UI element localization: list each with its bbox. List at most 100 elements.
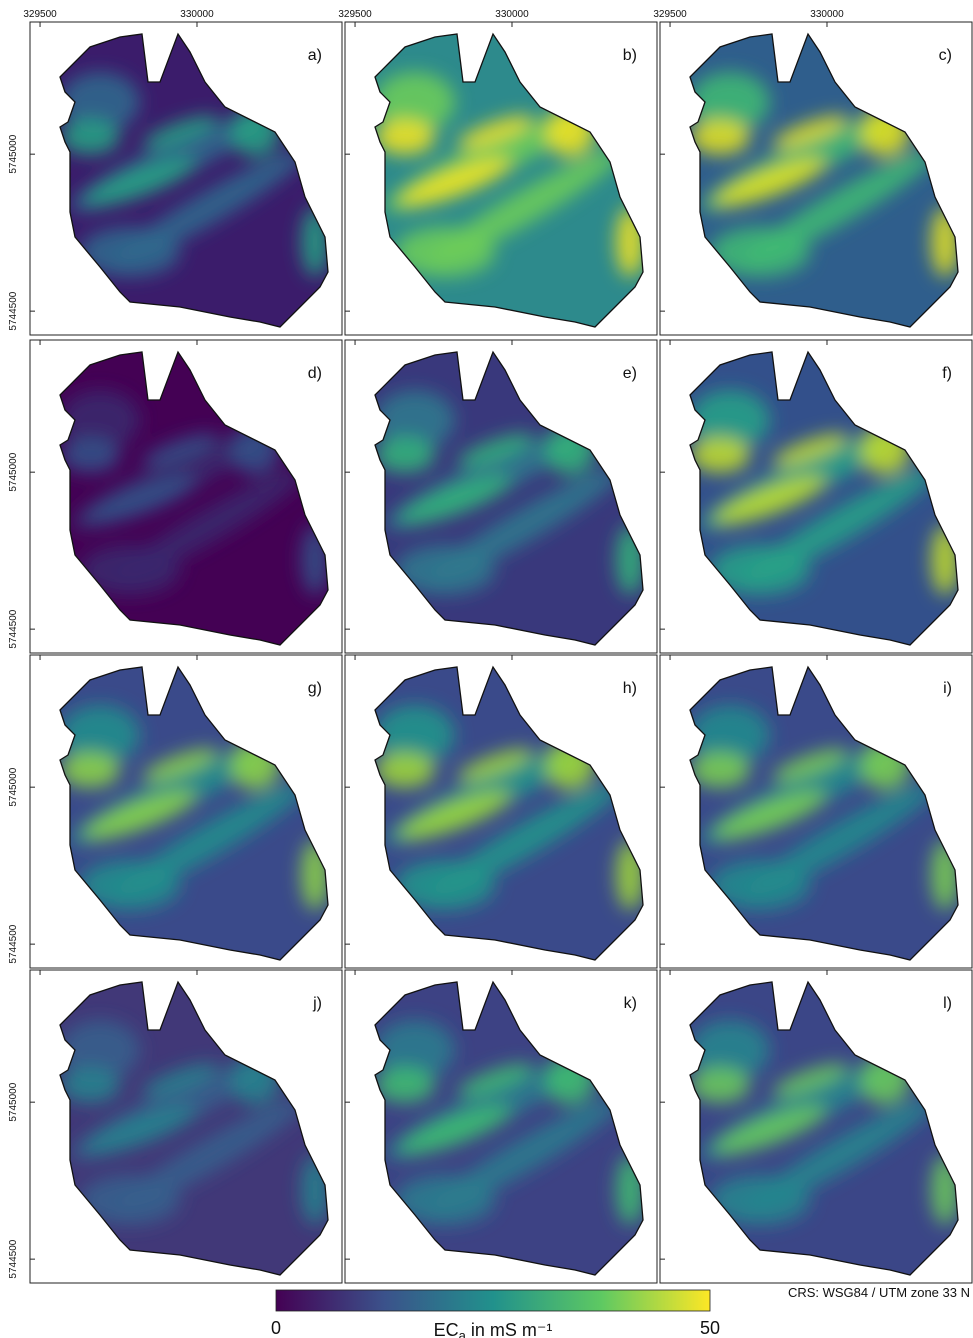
field-outline — [689, 665, 959, 961]
panel-label: k) — [624, 995, 637, 1012]
y-tick-label: 5744500 — [8, 924, 19, 963]
field-blob — [710, 227, 810, 277]
field-blob — [690, 1067, 750, 1103]
field-pattern — [690, 390, 958, 595]
colorbar-label: ECa in mS m⁻¹ — [434, 1320, 553, 1338]
x-tick-label: 330000 — [810, 9, 844, 20]
field-blob — [690, 437, 750, 473]
field-pattern — [375, 1020, 643, 1225]
map-panel: l) — [659, 969, 973, 1284]
field-blob — [690, 119, 750, 155]
field-outline — [374, 980, 644, 1276]
field-outline — [374, 350, 644, 646]
y-tick-label: 5745000 — [8, 767, 19, 806]
field-outline — [59, 32, 329, 328]
field-blob — [690, 705, 770, 765]
field-blob — [60, 390, 140, 450]
field-blob — [83, 157, 197, 207]
map-panel: e) — [344, 339, 658, 654]
field-blob — [60, 72, 140, 132]
field-blob — [713, 790, 827, 840]
panel-label: j) — [312, 995, 322, 1012]
field-blob — [83, 475, 197, 525]
x-tick-label: 329500 — [23, 9, 57, 20]
field-blob — [60, 705, 140, 765]
field-outline — [59, 980, 329, 1276]
field-pattern — [60, 1020, 328, 1225]
field-blob — [83, 1105, 197, 1155]
panel-label: c) — [939, 47, 952, 64]
field-blob — [690, 390, 770, 450]
colorbar-min: 0 — [271, 1318, 281, 1338]
panel-label: b) — [623, 47, 637, 64]
field-blob — [60, 437, 120, 473]
x-tick-label: 329500 — [653, 9, 687, 20]
y-tick-label: 5744500 — [8, 609, 19, 648]
y-tick-label: 5745000 — [8, 1082, 19, 1121]
field-outline — [374, 665, 644, 961]
field-blob — [60, 752, 120, 788]
map-panel: a) 329500 330000 5745000 5744500 — [8, 9, 343, 336]
y-tick-label: 5744500 — [8, 1239, 19, 1278]
map-panel: k) — [344, 969, 658, 1284]
panel-label: l) — [943, 995, 952, 1012]
field-blob — [142, 115, 218, 149]
field-blob — [375, 1067, 435, 1103]
field-blob — [83, 790, 197, 840]
colorbar-label-main: EC — [434, 1320, 459, 1338]
field-blob — [710, 545, 810, 595]
field-blob — [710, 1175, 810, 1225]
field-blob — [395, 227, 495, 277]
field-blob — [398, 1105, 512, 1155]
field — [690, 352, 958, 645]
field-blob — [398, 790, 512, 840]
field-outline — [689, 32, 959, 328]
map-panel: j) 5745000 5744500 — [8, 969, 343, 1284]
colorbar — [275, 1289, 711, 1312]
field-blob — [772, 1063, 848, 1097]
panel-label: d) — [308, 365, 322, 382]
field-blob — [80, 1175, 180, 1225]
colorbar-label-sub: a — [459, 1328, 467, 1338]
field-blob — [457, 115, 533, 149]
x-tick-label: 329500 — [338, 9, 372, 20]
x-tick-label: 330000 — [180, 9, 214, 20]
field-blob — [80, 860, 180, 910]
field-outline — [59, 350, 329, 646]
field-blob — [395, 1175, 495, 1225]
y-tick-label: 5744500 — [8, 291, 19, 330]
field-blob — [375, 752, 435, 788]
field-blob — [710, 860, 810, 910]
field-blob — [60, 1020, 140, 1080]
field-blob — [690, 1020, 770, 1080]
field-blob — [375, 437, 435, 473]
field-blob — [142, 433, 218, 467]
map-panel: f) — [659, 339, 973, 654]
field-outline — [374, 32, 644, 328]
panel-label: e) — [623, 365, 637, 382]
field-blob — [690, 72, 770, 132]
field-blob — [60, 1067, 120, 1103]
panel-label: f) — [942, 365, 952, 382]
map-panel: d) 5745000 5744500 — [8, 339, 343, 654]
panel-label: a) — [308, 47, 322, 64]
panel-label: i) — [943, 680, 952, 697]
field-blob — [713, 157, 827, 207]
field-blob — [142, 1063, 218, 1097]
field-pattern — [375, 390, 643, 595]
crs-note: CRS: WSG84 / UTM zone 33 N — [788, 1285, 970, 1300]
field-outline — [689, 350, 959, 646]
map-panel: g) 5745000 5744500 — [8, 654, 343, 969]
field-outline — [59, 665, 329, 961]
field-pattern — [690, 72, 958, 277]
field-outline — [689, 980, 959, 1276]
field-blob — [80, 545, 180, 595]
field-blob — [375, 390, 455, 450]
y-tick-label: 5745000 — [8, 134, 19, 173]
field-blob — [142, 748, 218, 782]
field-blob — [398, 157, 512, 207]
field-blob — [690, 752, 750, 788]
colorbar-max: 50 — [700, 1318, 720, 1338]
x-tick-label: 330000 — [495, 9, 529, 20]
y-tick-label: 5745000 — [8, 452, 19, 491]
